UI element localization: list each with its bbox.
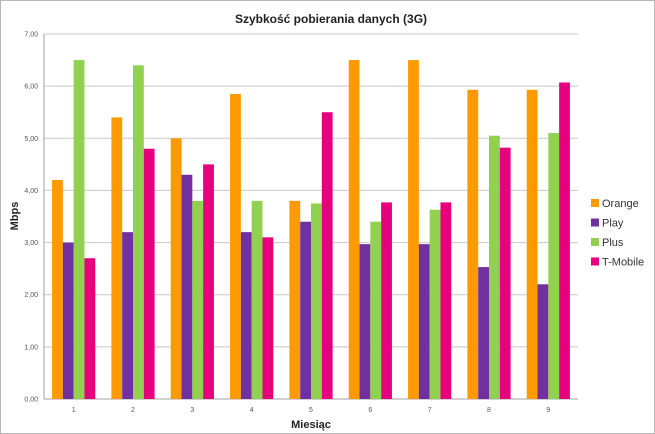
x-tick-label: 1 [72, 407, 76, 414]
y-tick-label: 6,00 [24, 84, 38, 91]
legend-swatch-plus [591, 238, 599, 246]
x-tick-label: 5 [309, 407, 313, 414]
y-tick-label: 0,00 [24, 397, 38, 404]
legend-swatch-play [591, 218, 599, 227]
y-tick-label: 7,00 [24, 32, 38, 39]
bar-t-mobile [499, 147, 511, 399]
bar-t-mobile [143, 148, 155, 399]
bar-orange [526, 89, 538, 400]
bar-t-mobile [84, 258, 96, 399]
legend-swatch-t-mobile [591, 257, 599, 266]
bar-t-mobile [262, 237, 274, 399]
bar-plus [133, 65, 144, 400]
x-tick-label: 4 [250, 407, 254, 414]
bar-orange [111, 117, 123, 399]
bar-play [537, 284, 549, 399]
bar-plus [370, 221, 382, 399]
bar-play [359, 244, 371, 399]
bar-play [240, 232, 252, 399]
legend-label-orange: Orange [602, 198, 639, 210]
bar-plus [489, 135, 500, 399]
bar-plus [548, 133, 560, 400]
bar-orange [170, 138, 182, 400]
legend-label-plus: Plus [602, 237, 624, 249]
x-tick-label: 6 [368, 407, 372, 414]
bar-plus [251, 200, 263, 399]
y-axis-label: Mbps [9, 202, 21, 231]
bar-orange [52, 180, 63, 399]
bar-t-mobile [203, 164, 214, 399]
legend-label-t-mobile: T-Mobile [602, 257, 644, 269]
bar-orange [230, 93, 241, 399]
x-tick-label: 3 [190, 407, 194, 414]
x-tick-label: 8 [487, 407, 491, 414]
bar-play [478, 267, 489, 399]
bar-t-mobile [321, 112, 333, 399]
bar-orange [348, 60, 360, 399]
bar-plus [192, 200, 204, 399]
y-tick-label: 1,00 [24, 344, 38, 351]
bar-t-mobile [381, 202, 392, 399]
x-tick-label: 7 [428, 407, 432, 414]
bar-plus [429, 209, 441, 399]
chart-title: Szybkość pobierania danych (3G) [235, 12, 427, 26]
bar-t-mobile [440, 202, 452, 399]
y-tick-label: 2,00 [24, 292, 38, 299]
legend-swatch-orange [591, 199, 599, 207]
bar-t-mobile [559, 82, 570, 399]
bar-play [62, 242, 74, 399]
bar-play [181, 174, 193, 399]
bar-play [122, 232, 133, 399]
x-axis-label: Miesiąc [291, 419, 331, 431]
bar-plus [73, 60, 85, 399]
x-tick-label: 9 [546, 407, 550, 414]
y-tick-label: 4,00 [24, 188, 38, 195]
x-tick-label: 2 [131, 407, 135, 414]
bar-orange [408, 60, 419, 399]
y-tick-label: 5,00 [24, 136, 38, 143]
bar-play [418, 244, 430, 399]
bar-play [300, 221, 311, 399]
bar-orange [467, 89, 479, 400]
legend-label-play: Play [602, 218, 624, 230]
y-tick-label: 3,00 [24, 240, 38, 247]
bar-plus [311, 203, 322, 399]
bar-orange [289, 200, 301, 399]
